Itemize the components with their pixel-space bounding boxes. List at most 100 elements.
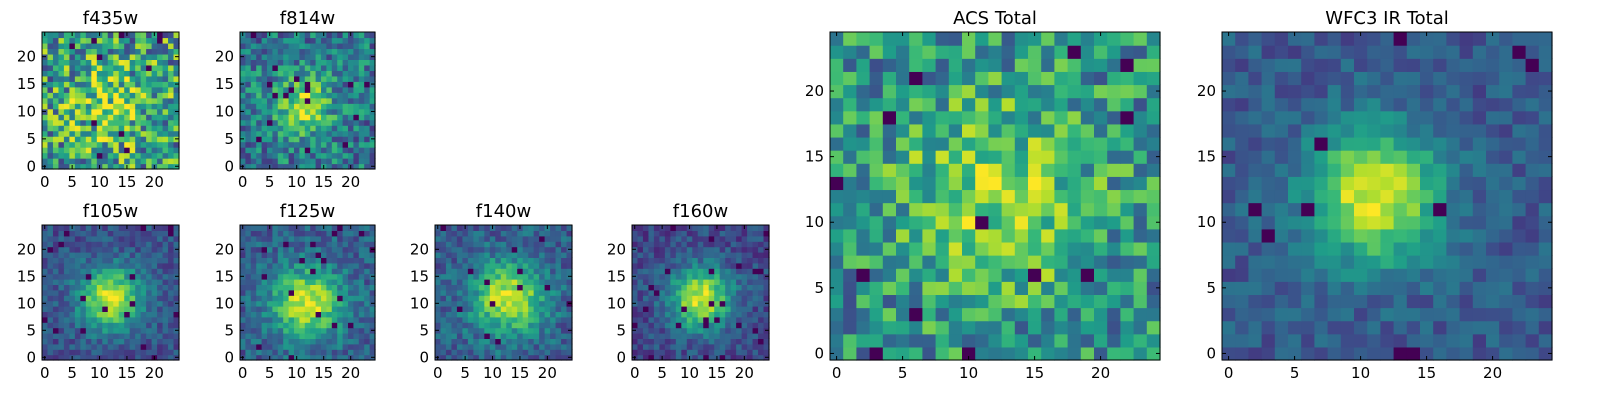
heatmap-cell [539,333,546,339]
heatmap-cell [272,75,279,82]
heatmap-cell [1512,255,1527,269]
heatmap-cell [1067,150,1082,164]
heatmap-cell [80,59,87,66]
heatmap-cell [533,289,540,296]
heatmap-cell [922,189,937,204]
heatmap-cell [1146,136,1161,151]
heatmap-cell [85,246,92,253]
heatmap-cell [113,338,120,345]
heatmap-cell [326,327,333,334]
heatmap-cell [1120,32,1135,46]
heatmap-cell [294,114,300,121]
heatmap-cell [173,230,180,237]
heatmap-cell [747,300,754,307]
heatmap-cell [550,241,557,248]
heatmap-cell [1235,163,1249,177]
heatmap-cell [124,81,131,88]
heatmap-cell [544,246,551,253]
heatmap-cell [445,354,453,361]
heatmap-cell [283,225,290,231]
heatmap-cell [642,230,650,237]
heatmap-cell [1314,346,1329,361]
heatmap-cell [310,284,317,291]
heatmap-cell [342,295,349,302]
heatmap-cell [675,225,682,231]
heatmap-cell [107,246,114,253]
heatmap-cell [348,327,354,334]
heatmap-cell [256,354,263,361]
heatmap-cell [1080,294,1095,309]
heatmap-cell [272,147,279,154]
heatmap-cell [358,300,365,307]
heatmap-cell [451,322,458,329]
heatmap-cell [315,246,322,253]
heatmap-cell [948,241,963,256]
heatmap-cell [277,252,284,258]
heatmap-cell [304,349,311,356]
heatmap-cell [342,241,349,248]
heatmap-cell [1001,58,1016,72]
heatmap-cell [135,37,142,44]
heatmap-cell [1014,268,1029,282]
heatmap-cell [47,354,54,361]
heatmap-cell [326,230,333,237]
heatmap-cell [1054,97,1069,112]
heatmap-cell [500,354,507,361]
heatmap-cell [135,343,142,350]
heatmap-cell [63,152,70,159]
heatmap-cell [173,125,180,132]
heatmap-cell [1340,215,1355,230]
heatmap-cell [288,327,295,334]
heatmap-cell [1107,215,1121,230]
heatmap-cell [151,81,158,88]
heatmap-cell [506,279,513,285]
heatmap-cell [326,125,333,132]
heatmap-cell [856,136,871,151]
heatmap-cell [642,322,650,329]
heatmap-cell [670,246,677,253]
heatmap-cell [533,262,540,269]
heatmap-cell [102,268,109,275]
heatmap-cell [157,86,164,93]
heatmap-cell [261,119,268,126]
heatmap-cell [1067,307,1082,322]
heatmap-cell [1107,84,1121,99]
heatmap-cell [561,262,568,269]
heatmap-cell [566,338,573,345]
heatmap-cell [294,349,300,356]
heatmap-cell [1301,307,1315,322]
x-tick-label: 20 [145,173,164,191]
heatmap-cell [566,225,573,231]
heatmap-cell [1014,255,1029,269]
heatmap-cell [135,311,142,318]
heatmap-cell [353,42,360,50]
heatmap-cell [714,311,721,318]
heatmap-cell [52,97,60,104]
heatmap-cell [670,311,677,318]
heatmap-cell [358,125,365,132]
heatmap-cell [741,327,748,334]
heatmap-cell [653,322,660,329]
heatmap-cell [63,97,70,104]
heatmap-cell [315,289,322,296]
heatmap-cell [267,349,273,356]
heatmap-cell [637,322,644,329]
heatmap-cell [58,59,65,66]
heatmap-cell [1248,281,1263,295]
heatmap-cell [830,346,844,361]
heatmap-cell [168,300,175,307]
heatmap-cell [96,70,103,77]
heatmap-cell [1393,307,1408,322]
heatmap-cell [358,64,365,71]
heatmap-cell [555,279,562,285]
heatmap-cell [69,48,76,55]
heatmap-cell [272,284,279,291]
heatmap-cell [648,327,655,334]
heatmap-cell [63,42,70,50]
heatmap-cell [250,300,257,307]
heatmap-cell [544,230,551,237]
heatmap-cell [58,279,65,285]
heatmap-cell [52,136,60,143]
heatmap-cell [326,300,333,307]
